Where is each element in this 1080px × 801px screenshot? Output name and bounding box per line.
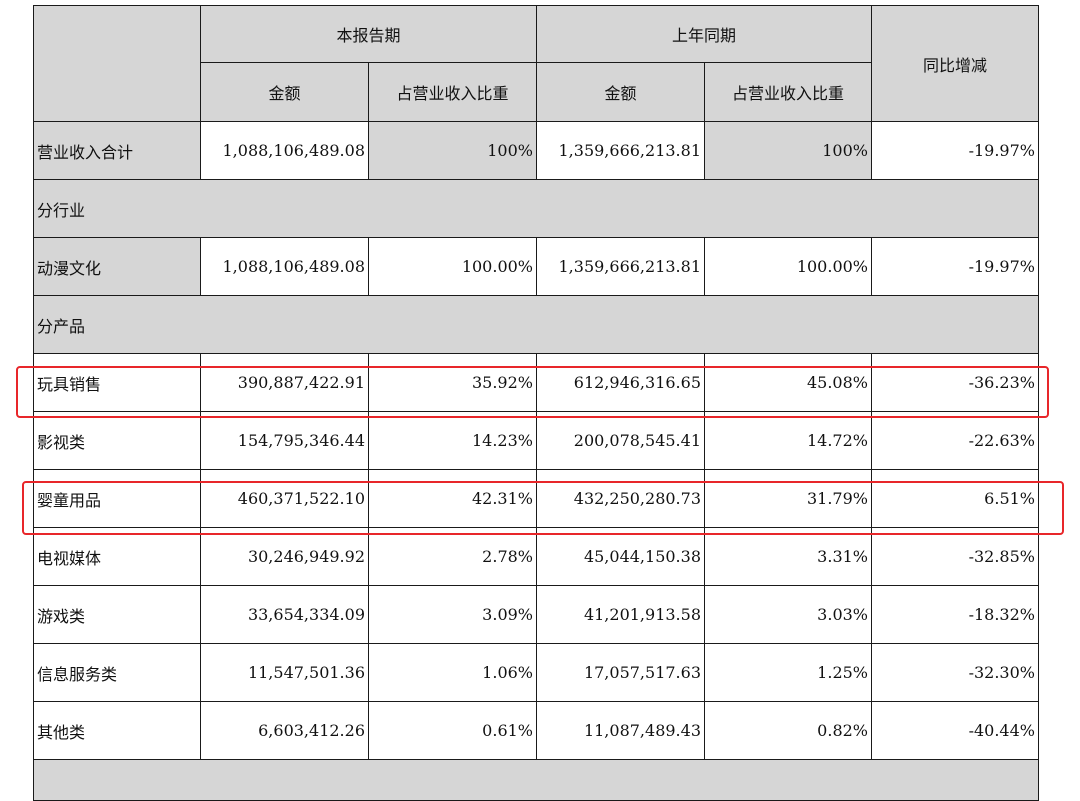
current-share-cell: 42.31% [368, 469, 537, 528]
current-amount-cell: 11,547,501.36 [200, 643, 369, 702]
change-cell: -19.97% [871, 121, 1039, 180]
prior-amount-cell: 45,044,150.38 [536, 527, 705, 586]
row-label: 动漫文化 [33, 237, 201, 296]
revenue-composition-table: 本报告期 上年同期 同比增减 金额 占营业收入比重 金额 占营业收入比重 营业收… [33, 5, 1039, 801]
row-label: 婴童用品 [33, 469, 201, 528]
table-row: 婴童用品 460,371,522.10 42.31% 432,250,280.7… [33, 469, 1039, 528]
total-revenue-row: 营业收入合计 1,088,106,489.08 100% 1,359,666,2… [33, 121, 1039, 180]
section-heading-industry: 分行业 [33, 179, 1039, 238]
header-prior-period: 上年同期 [536, 5, 872, 63]
table-row: 游戏类 33,654,334.09 3.09% 41,201,913.58 3.… [33, 585, 1039, 644]
current-share-cell: 0.61% [368, 701, 537, 760]
section-heading-product: 分产品 [33, 295, 1039, 354]
cutoff-row-cell [33, 759, 1039, 801]
current-share-cell: 1.06% [368, 643, 537, 702]
current-amount-cell: 460,371,522.10 [200, 469, 369, 528]
change-cell: -32.85% [871, 527, 1039, 586]
row-label: 其他类 [33, 701, 201, 760]
header-current-share: 占营业收入比重 [368, 62, 537, 122]
change-cell: -19.97% [871, 237, 1039, 296]
prior-share-cell: 100% [704, 121, 872, 180]
header-current-amount: 金额 [200, 62, 369, 122]
prior-share-cell: 3.03% [704, 585, 872, 644]
prior-share-cell: 3.31% [704, 527, 872, 586]
current-amount-cell: 1,088,106,489.08 [200, 237, 369, 296]
row-label: 营业收入合计 [33, 121, 201, 180]
header-prior-share: 占营业收入比重 [704, 62, 872, 122]
header-yoy-change: 同比增减 [871, 5, 1039, 122]
current-share-cell: 2.78% [368, 527, 537, 586]
change-cell: -18.32% [871, 585, 1039, 644]
row-label: 电视媒体 [33, 527, 201, 586]
table-row: 玩具销售 390,887,422.91 35.92% 612,946,316.6… [33, 353, 1039, 412]
row-label: 玩具销售 [33, 353, 201, 412]
prior-share-cell: 31.79% [704, 469, 872, 528]
prior-share-cell: 1.25% [704, 643, 872, 702]
current-amount-cell: 154,795,346.44 [200, 411, 369, 470]
header-corner-cell [33, 5, 201, 122]
table-row: 信息服务类 11,547,501.36 1.06% 17,057,517.63 … [33, 643, 1039, 702]
table-row: 动漫文化 1,088,106,489.08 100.00% 1,359,666,… [33, 237, 1039, 296]
current-share-cell: 100.00% [368, 237, 537, 296]
prior-amount-cell: 200,078,545.41 [536, 411, 705, 470]
header-row-periods: 本报告期 上年同期 同比增减 [33, 5, 1039, 122]
change-cell: -36.23% [871, 353, 1039, 412]
current-share-cell: 14.23% [368, 411, 537, 470]
prior-amount-cell: 1,359,666,213.81 [536, 237, 705, 296]
change-cell: 6.51% [871, 469, 1039, 528]
revenue-table-container: 本报告期 上年同期 同比增减 金额 占营业收入比重 金额 占营业收入比重 营业收… [33, 5, 1039, 801]
table-row: 其他类 6,603,412.26 0.61% 11,087,489.43 0.8… [33, 701, 1039, 760]
prior-amount-cell: 612,946,316.65 [536, 353, 705, 412]
header-row-columns: 金额 占营业收入比重 金额 占营业收入比重 [34, 62, 1039, 122]
table-row: 影视类 154,795,346.44 14.23% 200,078,545.41… [33, 411, 1039, 470]
row-label: 信息服务类 [33, 643, 201, 702]
row-label: 影视类 [33, 411, 201, 470]
prior-share-cell: 14.72% [704, 411, 872, 470]
current-amount-cell: 6,603,412.26 [200, 701, 369, 760]
current-amount-cell: 1,088,106,489.08 [200, 121, 369, 180]
header-prior-amount: 金额 [536, 62, 705, 122]
prior-amount-cell: 11,087,489.43 [536, 701, 705, 760]
current-share-cell: 35.92% [368, 353, 537, 412]
prior-share-cell: 100.00% [704, 237, 872, 296]
current-amount-cell: 390,887,422.91 [200, 353, 369, 412]
prior-amount-cell: 17,057,517.63 [536, 643, 705, 702]
current-amount-cell: 30,246,949.92 [200, 527, 369, 586]
prior-amount-cell: 1,359,666,213.81 [536, 121, 705, 180]
prior-share-cell: 0.82% [704, 701, 872, 760]
section-row-industry: 分行业 [33, 179, 1039, 238]
table-row: 电视媒体 30,246,949.92 2.78% 45,044,150.38 3… [33, 527, 1039, 586]
header-current-period: 本报告期 [200, 5, 537, 63]
current-share-cell: 3.09% [368, 585, 537, 644]
current-share-cell: 100% [368, 121, 537, 180]
row-label: 游戏类 [33, 585, 201, 644]
current-amount-cell: 33,654,334.09 [200, 585, 369, 644]
change-cell: -22.63% [871, 411, 1039, 470]
section-row-product: 分产品 [33, 295, 1039, 354]
table-row-cutoff [33, 759, 1039, 801]
change-cell: -32.30% [871, 643, 1039, 702]
change-cell: -40.44% [871, 701, 1039, 760]
prior-amount-cell: 41,201,913.58 [536, 585, 705, 644]
prior-amount-cell: 432,250,280.73 [536, 469, 705, 528]
prior-share-cell: 45.08% [704, 353, 872, 412]
